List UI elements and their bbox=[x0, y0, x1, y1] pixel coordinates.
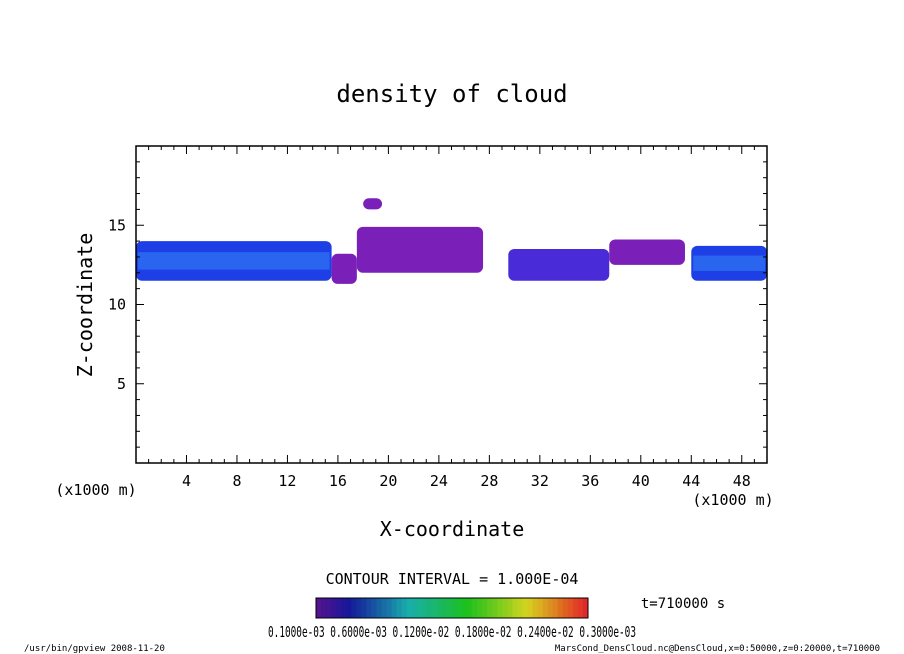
colorbar-cell bbox=[371, 598, 377, 618]
colorbar-cell bbox=[316, 598, 322, 618]
colorbar-cell bbox=[527, 598, 534, 618]
x-tick-label: 44 bbox=[682, 472, 700, 490]
x-tick-label: 12 bbox=[278, 472, 296, 490]
colorbar-cell bbox=[517, 598, 524, 618]
colorbar-cell bbox=[361, 598, 367, 618]
x-tick-labels: 4 8 12 16 20 24 28 32 36 40 44 48 bbox=[182, 472, 751, 490]
colorbar-cell bbox=[497, 598, 503, 618]
colorbar-cell bbox=[366, 598, 372, 618]
axis-ticks bbox=[136, 146, 767, 463]
colorbar-cell bbox=[406, 598, 413, 618]
colorbar-cell bbox=[341, 598, 347, 618]
colorbar-cell bbox=[502, 598, 508, 618]
x-unit-label-left: (x1000 m) bbox=[55, 481, 136, 499]
x-tick-label: 32 bbox=[531, 472, 549, 490]
x-tick-label: 48 bbox=[733, 472, 751, 490]
cloud-core-6 bbox=[693, 255, 765, 271]
y-tick-label: 5 bbox=[117, 375, 126, 393]
colorbar-cell bbox=[457, 598, 463, 618]
chart-title: density of cloud bbox=[336, 80, 567, 108]
colorbar-frame bbox=[315, 597, 589, 619]
time-label: t=710000 s bbox=[641, 596, 725, 612]
colorbar-cell bbox=[582, 598, 589, 618]
x-tick-label: 20 bbox=[379, 472, 397, 490]
cloud-region-3 bbox=[363, 198, 383, 210]
colorbar-cell bbox=[376, 598, 382, 618]
cloud-core-0 bbox=[138, 252, 330, 270]
plot-background bbox=[136, 146, 767, 463]
colorbar-cell bbox=[467, 598, 473, 618]
cloud-region-5 bbox=[609, 239, 685, 265]
colorbar-cell bbox=[436, 598, 443, 618]
colorbar-cell bbox=[326, 598, 332, 618]
colorbar-cell bbox=[411, 598, 418, 618]
colorbar-cell bbox=[472, 598, 478, 618]
colorbar-cell bbox=[426, 598, 433, 618]
colorbar-cell bbox=[567, 598, 574, 618]
x-tick-label: 4 bbox=[182, 472, 191, 490]
colorbar-cell bbox=[446, 598, 453, 618]
x-tick-label: 28 bbox=[480, 472, 498, 490]
colorbar-cell bbox=[356, 598, 362, 618]
colorbar-cell bbox=[507, 598, 513, 618]
colorbar-cell bbox=[572, 598, 579, 618]
colorbar-cell bbox=[336, 598, 342, 618]
colorbar-cell bbox=[416, 598, 423, 618]
cloud-region-1 bbox=[331, 253, 357, 284]
colorbar-cell bbox=[547, 598, 554, 618]
colorbar-cell bbox=[401, 598, 408, 618]
colorbar-cell bbox=[331, 598, 337, 618]
footer-right: MarsCond_DensCloud.nc@DensCloud,x=0:5000… bbox=[555, 644, 880, 654]
colorbar-cell bbox=[477, 598, 483, 618]
contour-interval-label: CONTOUR INTERVAL = 1.000E-04 bbox=[326, 570, 579, 588]
colorbar-cell bbox=[321, 598, 327, 618]
colorbar-cell bbox=[462, 598, 468, 618]
colorbar-cell bbox=[391, 598, 398, 618]
colorbar-cell bbox=[421, 598, 428, 618]
colorbar-cell bbox=[346, 598, 352, 618]
x-tick-label: 36 bbox=[581, 472, 599, 490]
colorbar-cell bbox=[381, 598, 388, 618]
heat-regions bbox=[136, 198, 767, 284]
colorbar-cell bbox=[577, 598, 584, 618]
x-tick-label: 24 bbox=[430, 472, 448, 490]
x-axis-label: X-coordinate bbox=[380, 517, 525, 541]
x-tick-label: 8 bbox=[232, 472, 241, 490]
colorbar-cell bbox=[431, 598, 438, 618]
colorbar-cell bbox=[441, 598, 448, 618]
y-tick-label: 15 bbox=[108, 216, 126, 234]
colorbar-cell bbox=[562, 598, 569, 618]
colorbar-cell bbox=[452, 598, 458, 618]
colorbar-cell bbox=[532, 598, 539, 618]
colorbar-cell bbox=[396, 598, 403, 618]
colorbar-cell bbox=[542, 598, 549, 618]
colorbar-cell bbox=[522, 598, 529, 618]
x-tick-label: 16 bbox=[329, 472, 347, 490]
colorbar-cell bbox=[552, 598, 559, 618]
colorbar-cell bbox=[487, 598, 493, 618]
colorbar-tick-labels: 0.1000e-03 0.6000e-03 0.1200e-02 0.1800e… bbox=[268, 623, 636, 641]
footer-left: /usr/bin/gpview 2008-11-20 bbox=[24, 644, 165, 654]
cloud-region-2 bbox=[356, 226, 484, 273]
cloud-region-4 bbox=[508, 249, 610, 281]
x-unit-label-right: (x1000 m) bbox=[692, 491, 773, 509]
colorbar bbox=[316, 598, 589, 618]
colorbar-cell bbox=[482, 598, 488, 618]
y-tick-label: 10 bbox=[108, 296, 126, 314]
x-tick-label: 40 bbox=[632, 472, 650, 490]
colorbar-cell bbox=[492, 598, 498, 618]
y-axis-label: Z-coordinate bbox=[73, 233, 97, 378]
y-tick-labels: 5 10 15 bbox=[108, 216, 126, 393]
plot-area bbox=[135, 145, 768, 464]
colorbar-cell bbox=[512, 598, 518, 618]
colorbar-cell bbox=[557, 598, 564, 618]
colorbar-cell bbox=[386, 598, 393, 618]
colorbar-cell bbox=[351, 598, 357, 618]
colorbar-cell bbox=[537, 598, 544, 618]
